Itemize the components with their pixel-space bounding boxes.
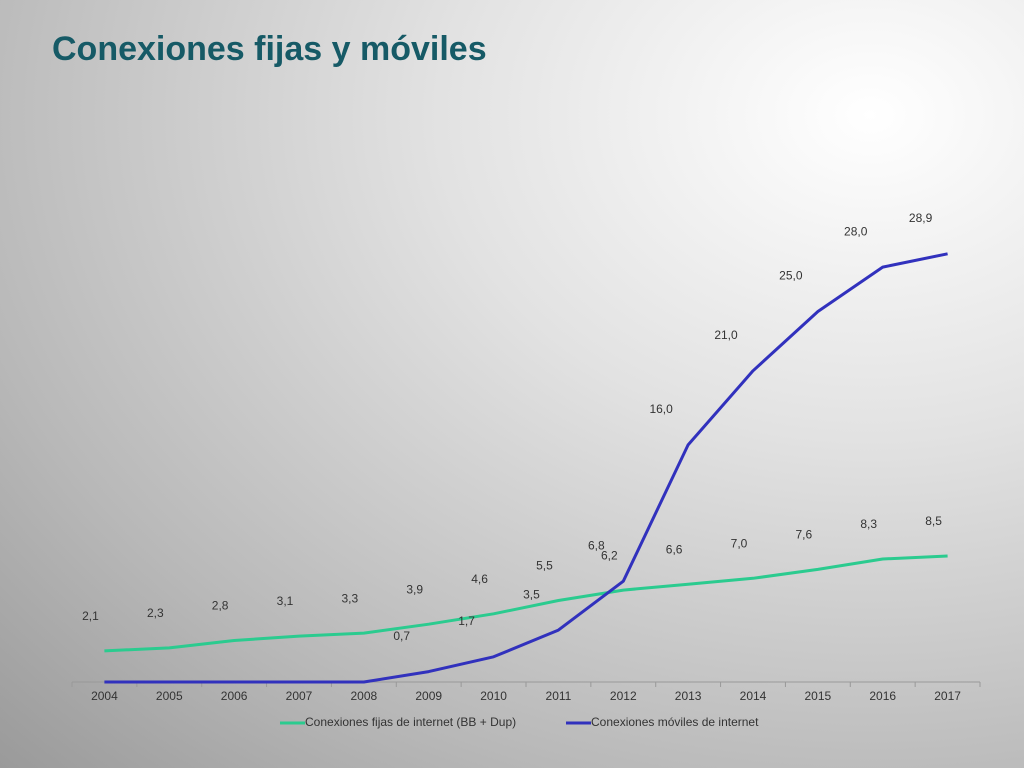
data-label: 6,6 (666, 542, 683, 556)
x-tick-label: 2012 (610, 689, 637, 703)
data-label: 5,5 (536, 559, 553, 573)
data-label: 25,0 (779, 269, 803, 283)
data-label: 1,7 (458, 614, 475, 628)
data-label: 8,3 (860, 517, 877, 531)
data-label: 28,0 (844, 224, 868, 238)
data-label: 2,1 (82, 609, 99, 623)
x-tick-label: 2014 (740, 689, 767, 703)
x-tick-label: 2006 (221, 689, 248, 703)
data-label: 8,5 (925, 514, 942, 528)
data-label: 6,8 (588, 538, 605, 552)
x-tick-label: 2009 (415, 689, 442, 703)
x-tick-label: 2016 (869, 689, 896, 703)
data-label: 3,3 (342, 591, 359, 605)
x-tick-label: 2005 (156, 689, 183, 703)
x-tick-label: 2007 (286, 689, 313, 703)
x-tick-label: 2013 (675, 689, 702, 703)
x-tick-label: 2015 (805, 689, 832, 703)
data-label: 7,0 (731, 536, 748, 550)
data-label: 6,2 (601, 548, 618, 562)
data-label: 21,0 (714, 328, 738, 342)
series-line (104, 252, 948, 684)
x-tick-label: 2008 (351, 689, 378, 703)
data-label: 2,3 (147, 606, 164, 620)
data-label: 3,5 (523, 587, 540, 601)
data-label: 0,7 (393, 629, 410, 643)
data-label: 4,6 (471, 572, 488, 586)
data-label: 2,8 (212, 599, 229, 613)
x-tick-label: 2004 (91, 689, 118, 703)
data-label: 16,0 (649, 402, 673, 416)
data-label: 3,1 (277, 594, 294, 608)
x-tick-label: 2017 (934, 689, 961, 703)
x-tick-label: 2010 (480, 689, 507, 703)
x-tick-label: 2011 (546, 689, 572, 703)
series-line (104, 554, 948, 653)
data-label: 7,6 (796, 528, 813, 542)
data-label: 28,9 (909, 211, 933, 225)
legend-label: Conexiones fijas de internet (BB + Dup) (305, 715, 516, 729)
chart-title: Conexiones fijas y móviles (52, 30, 487, 68)
data-label: 3,9 (406, 582, 423, 596)
legend-label: Conexiones móviles de internet (591, 715, 759, 729)
